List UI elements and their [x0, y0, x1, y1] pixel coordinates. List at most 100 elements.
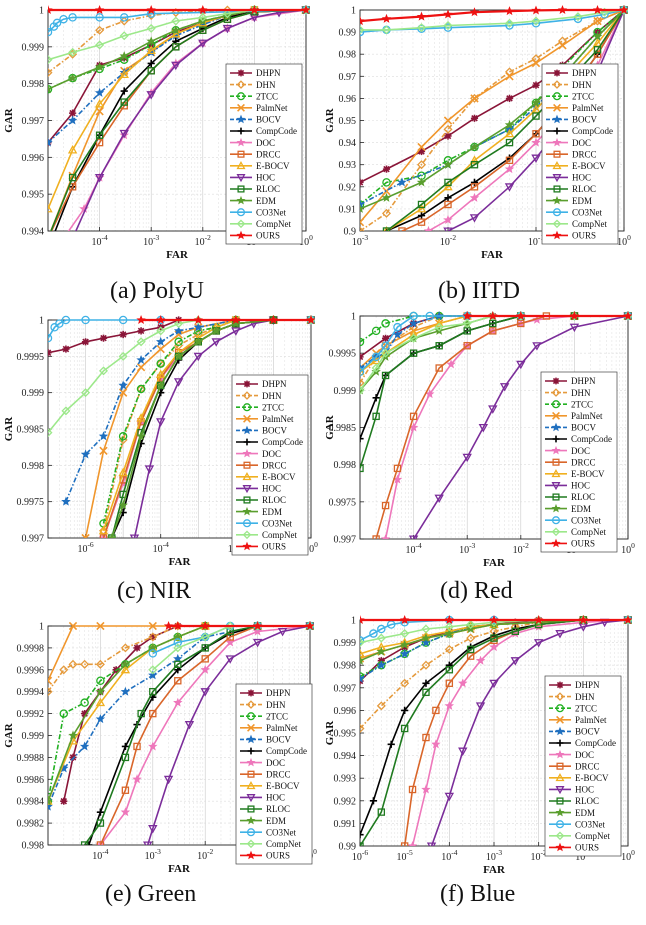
y-tick-label: 0.9 [344, 227, 357, 238]
data-point-PalmNet [118, 388, 128, 397]
data-point-PalmNet [99, 446, 108, 455]
legend-marker-CompCode [553, 127, 561, 135]
legend-label-2TCC: 2TCC [575, 703, 597, 713]
data-point-OURS [198, 5, 208, 15]
data-point-CompNet [148, 665, 158, 675]
series-layer [360, 5, 628, 231]
y-tick-label: 0.93 [339, 160, 357, 171]
legend-label-PalmNet: PalmNet [266, 723, 298, 733]
legend-marker-DOC [555, 749, 565, 759]
data-point-DHN [360, 723, 365, 733]
data-point-DHN [400, 678, 410, 688]
y-axis-label: GAR [3, 107, 15, 133]
data-point-DHN [466, 633, 476, 643]
legend-marker-PalmNet [552, 411, 560, 420]
legend-label-EDM: EDM [262, 507, 282, 517]
y-tick-label: 0.9975 [17, 497, 45, 508]
data-point-EDM [173, 351, 184, 361]
data-point-CompCode [444, 194, 452, 202]
legend-marker-CompCode [552, 435, 560, 443]
data-point-CompCode [85, 841, 93, 845]
y-tick-label: 0.995 [334, 729, 357, 740]
data-point-OURS [305, 621, 314, 631]
data-point-OURS [173, 621, 183, 631]
data-point-CompNet [136, 337, 146, 347]
y-tick-label: 0.97 [339, 72, 357, 83]
data-point-CompNet [466, 620, 476, 630]
data-point-HOC [569, 323, 580, 333]
y-tick-label: 0.98 [339, 50, 357, 61]
legend-label-CO3Net: CO3Net [266, 827, 296, 837]
data-point-E-BOCV [98, 525, 109, 535]
legend-marker-CO3Net [242, 519, 252, 528]
data-point-CompNet [434, 322, 444, 332]
x-tick-label: 10-5 [397, 848, 413, 863]
legend-label-EDM: EDM [572, 196, 592, 206]
legend-marker-HOC [242, 485, 252, 494]
legend-label-CompCode: CompCode [571, 434, 612, 444]
legend-marker-2TCC [236, 92, 246, 101]
data-point-CompNet [504, 18, 515, 28]
data-point-PalmNet [96, 621, 105, 631]
data-point-EDM [136, 431, 146, 441]
data-point-CompNet [95, 40, 105, 50]
y-tick-label: 0.96 [339, 94, 357, 105]
legend-marker-RLOC [553, 185, 561, 193]
data-point-2TCC [136, 384, 146, 394]
legend-label-CompCode: CompCode [262, 437, 303, 447]
y-tick-label: 0.993 [334, 774, 357, 785]
data-point-HOC [478, 423, 489, 433]
data-point-CO3Net [393, 322, 402, 332]
legend-marker-DOC [551, 445, 561, 455]
legend-marker-E-BOCV [555, 773, 565, 782]
data-point-BOCV [408, 318, 419, 328]
legend-marker-RLOC [552, 493, 560, 501]
y-axis-label: GAR [324, 414, 336, 440]
x-tick-label: 10-4 [405, 541, 421, 556]
data-point-OURS [569, 311, 580, 321]
data-point-EDM [118, 500, 128, 510]
legend-label-EDM: EDM [266, 816, 286, 826]
data-point-CompCode [445, 661, 453, 669]
data-point-DRCC [174, 677, 182, 685]
data-point-RLOC [201, 644, 209, 652]
plot-panel-5: 0.99 0.991 0.992 0.993 0.994 0.995 0.996 0.997 0… [324, 615, 635, 876]
grid [47, 319, 312, 539]
series-line-RLOC [83, 625, 310, 845]
data-point-RLOC [400, 724, 409, 733]
legend-label-DHPN: DHPN [266, 688, 291, 698]
data-point-DHPN [401, 643, 409, 651]
data-point-DOC [458, 678, 468, 688]
y-tick-label: 0.9996 [17, 665, 45, 676]
data-point-CompNet [119, 31, 129, 41]
data-point-CompCode [121, 742, 130, 751]
legend-marker-DHN [555, 692, 565, 701]
data-point-OURS [489, 615, 499, 625]
data-point-HOC [231, 327, 241, 336]
legend-marker-EDM [242, 506, 252, 516]
y-tick-label: 1 [351, 6, 356, 17]
y-tick-label: 0.999 [334, 386, 357, 397]
data-point-HOC [156, 418, 166, 427]
data-point-DHN [421, 660, 431, 670]
data-point-CompCode [360, 435, 364, 443]
data-point-DHN [444, 644, 454, 654]
x-axis-label: FAR [168, 863, 191, 875]
data-point-HOC [462, 453, 472, 463]
legend-label-BOCV: BOCV [571, 423, 597, 433]
legend-label-DHN: DHN [266, 700, 286, 710]
legend-label-CompNet: CompNet [575, 831, 610, 841]
data-point-CompNet [531, 16, 541, 26]
data-point-DOC [225, 637, 235, 647]
data-point-CO3Net [573, 14, 583, 24]
legend-label-E-BOCV: E-BOCV [572, 161, 606, 171]
data-point-DHPN [69, 753, 77, 761]
legend-label-HOC: HOC [572, 173, 591, 183]
series-line-EDM [360, 619, 628, 662]
data-point-OURS [488, 311, 498, 321]
legend-label-CO3Net: CO3Net [572, 207, 602, 217]
data-point-CompNet [173, 643, 183, 653]
data-point-CompNet [409, 333, 419, 343]
data-point-BOCV [94, 87, 105, 97]
